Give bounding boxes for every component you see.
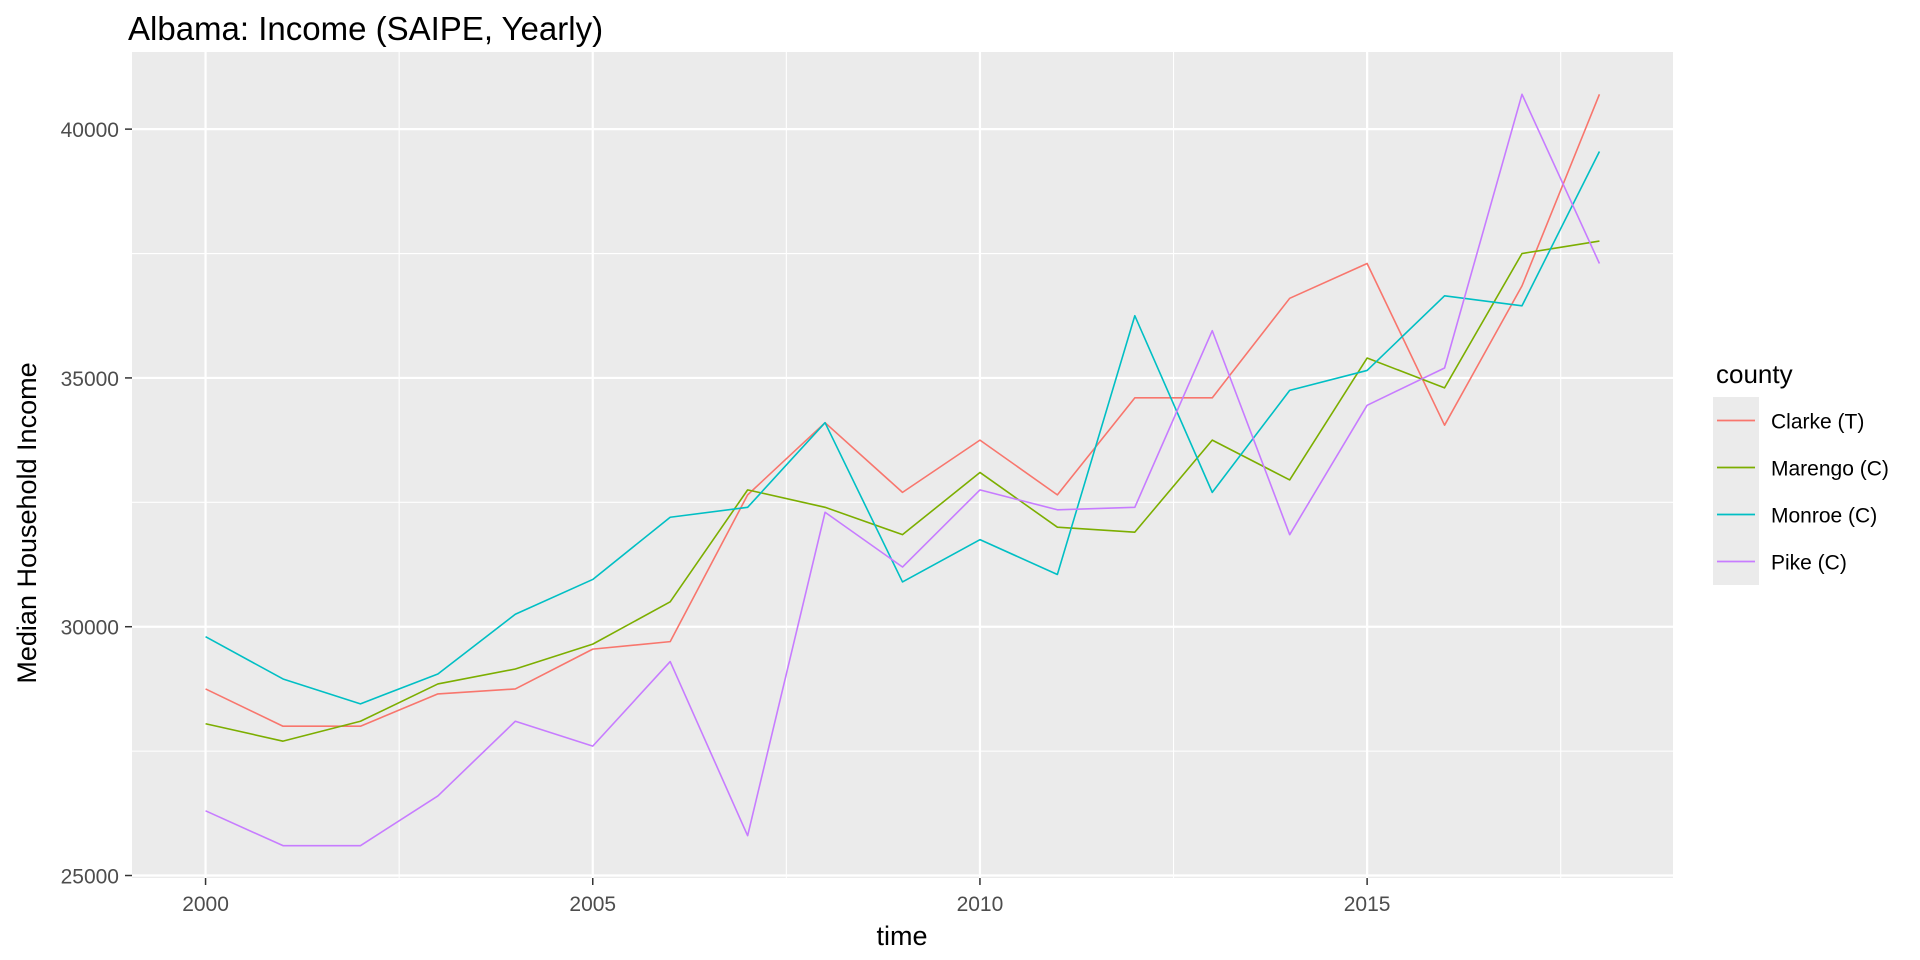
series-line-monroe-c	[205, 151, 1601, 705]
major-grid	[132, 52, 1673, 878]
y-tick-label: 40000	[61, 119, 119, 142]
x-tick-label: 2015	[1344, 893, 1391, 916]
x-axis-title: time	[876, 921, 927, 951]
legend-label: Clarke (T)	[1771, 411, 1864, 434]
series-lines	[205, 93, 1601, 847]
x-tick-label: 2005	[569, 893, 616, 916]
y-axis-title: Median Household Income	[12, 362, 42, 683]
series-line-clarke-t	[205, 94, 1601, 728]
series-line-marengo-c	[205, 240, 1600, 742]
series-line-pike-c	[205, 93, 1601, 847]
legend: county Clarke (T) Marengo (C) Monroe (C) Pi…	[1713, 359, 1889, 585]
y-tick-label: 35000	[61, 368, 119, 391]
legend-label: Monroe (C)	[1771, 505, 1877, 528]
legend-label: Marengo (C)	[1771, 458, 1889, 481]
y-tick-label: 30000	[61, 617, 119, 640]
chart-title: Albama: Income (SAIPE, Yearly)	[128, 10, 603, 47]
legend-title: county	[1716, 359, 1793, 389]
y-axis: 25000 30000 35000 40000	[61, 119, 132, 889]
x-tick-label: 2000	[182, 893, 229, 916]
y-tick-label: 25000	[61, 866, 119, 889]
x-tick-label: 2010	[957, 893, 1004, 916]
x-axis: 2000 2005 2010 2015	[182, 878, 1390, 916]
legend-label: Pike (C)	[1771, 552, 1847, 575]
plot-panel	[132, 52, 1673, 878]
